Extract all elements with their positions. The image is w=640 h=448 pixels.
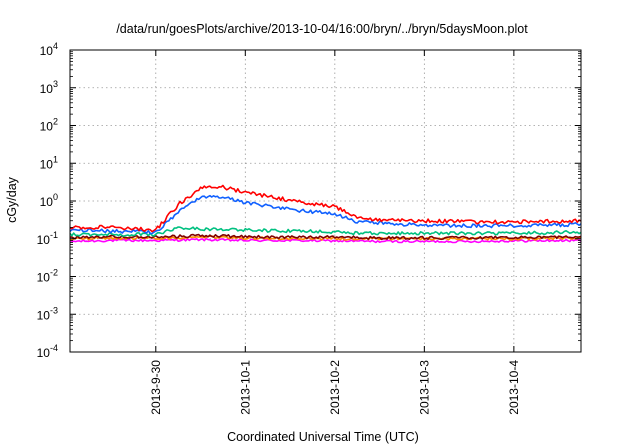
y-tick-label: 103 [40, 79, 58, 96]
y-tick-exponent: -4 [50, 343, 58, 353]
y-tick-base: 10 [37, 233, 51, 247]
grid-lines [70, 50, 581, 352]
y-tick-exponent: -2 [50, 268, 58, 278]
y-tick-label: 101 [40, 154, 58, 171]
y-tick-exponent: 1 [53, 154, 58, 164]
y-tick-base: 10 [37, 308, 51, 322]
x-tick-label: 2013-10-1 [238, 360, 252, 415]
y-tick-base: 10 [40, 195, 54, 209]
y-axis-label: cGy/day [5, 176, 19, 223]
y-tick-label: 10-2 [37, 268, 58, 285]
y-tick-base: 10 [40, 82, 54, 96]
x-tick-label: 2013-10-3 [417, 360, 431, 415]
x-tick-labels: 2013-9-30 2013-10-1 2013-10-2 2013-10-3 2013… [149, 360, 521, 415]
y-tick-exponent: 0 [53, 192, 58, 202]
series-layer [69, 184, 582, 244]
y-tick-exponent: 3 [53, 79, 58, 89]
x-tick-label: 2013-9-30 [149, 360, 163, 415]
y-tick-label: 10-4 [37, 343, 58, 360]
series-line [69, 184, 582, 233]
y-tick-base: 10 [40, 44, 54, 58]
y-tick-base: 10 [40, 120, 54, 134]
x-tick-label: 2013-10-4 [507, 360, 521, 415]
series-line [69, 237, 582, 244]
tick-marks [70, 49, 581, 353]
y-tick-label: 100 [40, 192, 58, 209]
y-tick-label: 10-3 [37, 305, 58, 322]
y-tick-exponent: 2 [53, 117, 58, 127]
y-tick-base: 10 [40, 157, 54, 171]
y-tick-exponent: -3 [50, 305, 58, 315]
series-line [69, 194, 582, 235]
x-tick-label: 2013-10-2 [328, 360, 342, 415]
chart-title: /data/run/goesPlots/archive/2013-10-04/1… [116, 22, 528, 36]
y-tick-base: 10 [37, 271, 51, 285]
y-tick-exponent: 4 [53, 41, 58, 51]
y-tick-label: 102 [40, 117, 58, 134]
y-tick-label: 104 [40, 41, 58, 58]
y-tick-exponent: -1 [50, 230, 58, 240]
x-axis-label: Coordinated Universal Time (UTC) [227, 430, 419, 444]
series-line [69, 226, 582, 237]
series-line [69, 233, 582, 241]
y-tick-label: 10-1 [37, 230, 58, 247]
y-tick-base: 10 [37, 346, 51, 360]
